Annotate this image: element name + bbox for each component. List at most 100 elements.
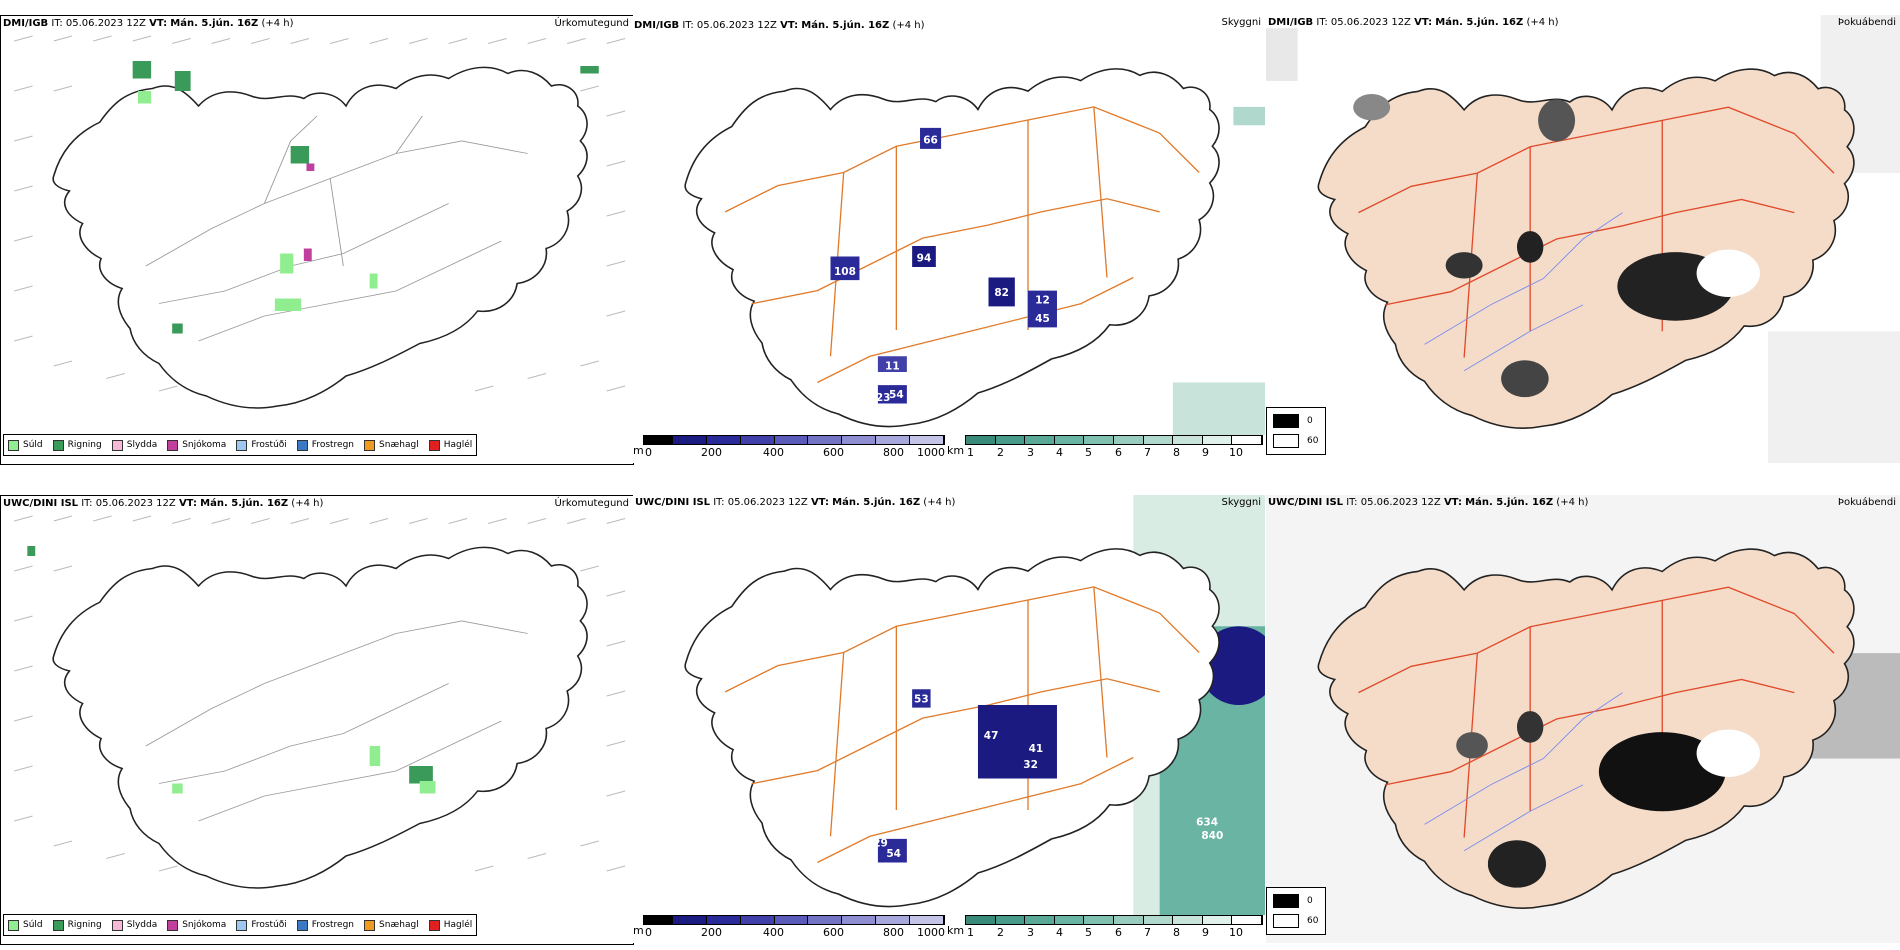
precip-panel-uwc: UWC/DINI ISL IT: 05.06.2023 12Z VT: Mán.… [0, 495, 634, 945]
legend-item: Haglél [428, 919, 472, 931]
legend-item: Frostregn [296, 919, 354, 931]
fog-legend: 0 60 [1266, 407, 1326, 455]
fog-panel-dmi: DMI/IGB IT: 05.06.2023 12Z VT: Mán. 5.jú… [1266, 15, 1900, 463]
visibility-map-dmi: 66 94 108 82 12 45 11 72 54 23 [684, 68, 1265, 435]
visibility-tick: 8 [1173, 926, 1180, 939]
fog-swatch [1273, 434, 1299, 448]
legend-item: Súld [8, 919, 43, 931]
fog-swatch [1273, 894, 1299, 908]
visibility-tick: 1 [967, 446, 974, 459]
fog-legend-item: 0 [1273, 414, 1313, 428]
legend-swatch [428, 919, 440, 931]
cloudbase-tick: 1000 [917, 446, 945, 459]
cloudbase-tick: 400 [763, 926, 784, 939]
vis-label: 47 [984, 730, 999, 742]
visibility-tick: 5 [1085, 926, 1092, 939]
visibility-title: Skyggni [1221, 17, 1261, 28]
visibility-tick: 9 [1202, 926, 1209, 939]
vis-label: 11 [885, 360, 900, 372]
legend-item: Frostúði [236, 919, 287, 931]
cloudbase-bar [643, 915, 945, 925]
legend-swatch [167, 919, 179, 931]
visibility-tick: 4 [1056, 926, 1063, 939]
fog-legend: 0 60 [1266, 887, 1326, 935]
visibility-colorbar: km 1 2 3 4 5 6 7 8 9 10 [947, 915, 1265, 939]
fog-map-dmi [1266, 15, 1900, 463]
legend-swatch [167, 439, 179, 451]
legend-swatch [236, 919, 248, 931]
visibility-tick: 6 [1115, 926, 1122, 939]
visibility-tick: 10 [1229, 926, 1243, 939]
visibility-colorbar: km 1 2 3 4 5 6 7 8 9 10 [947, 435, 1265, 459]
map-header: UWC/DINI ISL IT: 05.06.2023 12Z VT: Mán.… [635, 497, 956, 508]
fog-map-uwc [1266, 495, 1900, 943]
visibility-unit: km [947, 444, 965, 457]
visibility-tick: 1 [967, 926, 974, 939]
legend-swatch [111, 439, 123, 451]
visibility-tick: 9 [1202, 446, 1209, 459]
vis-label: 72 [872, 374, 887, 386]
fog-title: Þokuábendi [1837, 497, 1896, 508]
map-header: DMI/IGB IT: 05.06.2023 12Z VT: Mán. 5.jú… [634, 20, 925, 31]
precip-legend: Súld Rigning Slydda Snjókoma Frostúði Fr… [3, 434, 478, 456]
legend-item: Slydda [111, 439, 157, 451]
cloudbase-tick: 0 [645, 446, 652, 459]
visibility-tick: 7 [1144, 446, 1151, 459]
legend-item: Snjókoma [167, 439, 226, 451]
precip-panel-dmi: DMI/IGB IT: 05.06.2023 12Z VT: Mán. 5.jú… [0, 15, 634, 465]
precip-title: Úrkomutegund [554, 498, 629, 509]
cloudbase-tick: 0 [645, 926, 652, 939]
cloudbase-tick: 200 [701, 926, 722, 939]
visibility-bar [965, 435, 1263, 445]
legend-swatch [428, 439, 440, 451]
cloudbase-bar [643, 435, 945, 445]
cloudbase-tick: 800 [883, 446, 904, 459]
legend-swatch [296, 919, 308, 931]
visibility-map-uwc: 53 47 41 32 54 29 634 840 [684, 495, 1265, 915]
fog-title: Þokuábendi [1837, 17, 1896, 28]
cloudbase-unit: m [633, 444, 644, 457]
legend-swatch [364, 919, 376, 931]
visibility-tick: 8 [1173, 446, 1180, 459]
legend-swatch [296, 439, 308, 451]
vis-label: 634 [1196, 817, 1218, 829]
vis-label: 840 [1201, 830, 1223, 842]
visibility-tick: 6 [1115, 446, 1122, 459]
vis-label: 82 [994, 287, 1009, 299]
visibility-tick: 2 [997, 446, 1004, 459]
vis-label: 45 [1035, 313, 1050, 325]
cloudbase-tick: 600 [823, 446, 844, 459]
legend-item: Súld [8, 439, 43, 451]
visibility-tick: 7 [1144, 926, 1151, 939]
legend-item: Rigning [52, 919, 102, 931]
vis-label: 41 [1029, 743, 1044, 755]
vis-label: 29 [873, 838, 888, 850]
visibility-tick: 2 [997, 926, 1004, 939]
legend-swatch [111, 919, 123, 931]
map-header: DMI/IGB IT: 05.06.2023 12Z VT: Mán. 5.jú… [3, 18, 294, 29]
vis-label: 108 [834, 266, 856, 278]
precip-title: Úrkomutegund [554, 18, 629, 29]
fog-legend-item: 60 [1273, 914, 1318, 928]
visibility-title: Skyggni [1221, 497, 1261, 508]
map-header: UWC/DINI ISL IT: 05.06.2023 12Z VT: Mán.… [3, 498, 324, 509]
map-header: UWC/DINI ISL IT: 05.06.2023 12Z VT: Mán.… [1268, 497, 1589, 508]
legend-item: Frostúði [236, 439, 287, 451]
vis-label: 32 [1023, 759, 1038, 771]
vis-label: 54 [886, 848, 901, 860]
vis-label: 54 [889, 389, 904, 401]
legend-item: Snæhagl [364, 919, 419, 931]
fog-panel-uwc: UWC/DINI ISL IT: 05.06.2023 12Z VT: Mán.… [1266, 495, 1900, 943]
visibility-unit: km [947, 924, 965, 937]
visibility-panel-dmi: 66 94 108 82 12 45 11 72 54 23 Skyggni m… [633, 15, 1265, 463]
fog-legend-item: 0 [1273, 894, 1313, 908]
visibility-tick: 3 [1027, 926, 1034, 939]
vis-label: 66 [923, 135, 938, 147]
legend-item: Slydda [111, 919, 157, 931]
fog-swatch [1273, 914, 1299, 928]
legend-item: Snjókoma [167, 919, 226, 931]
cloudbase-tick: 200 [701, 446, 722, 459]
legend-swatch [8, 439, 19, 451]
legend-item: Haglél [428, 439, 472, 451]
vis-label: 23 [876, 392, 891, 404]
